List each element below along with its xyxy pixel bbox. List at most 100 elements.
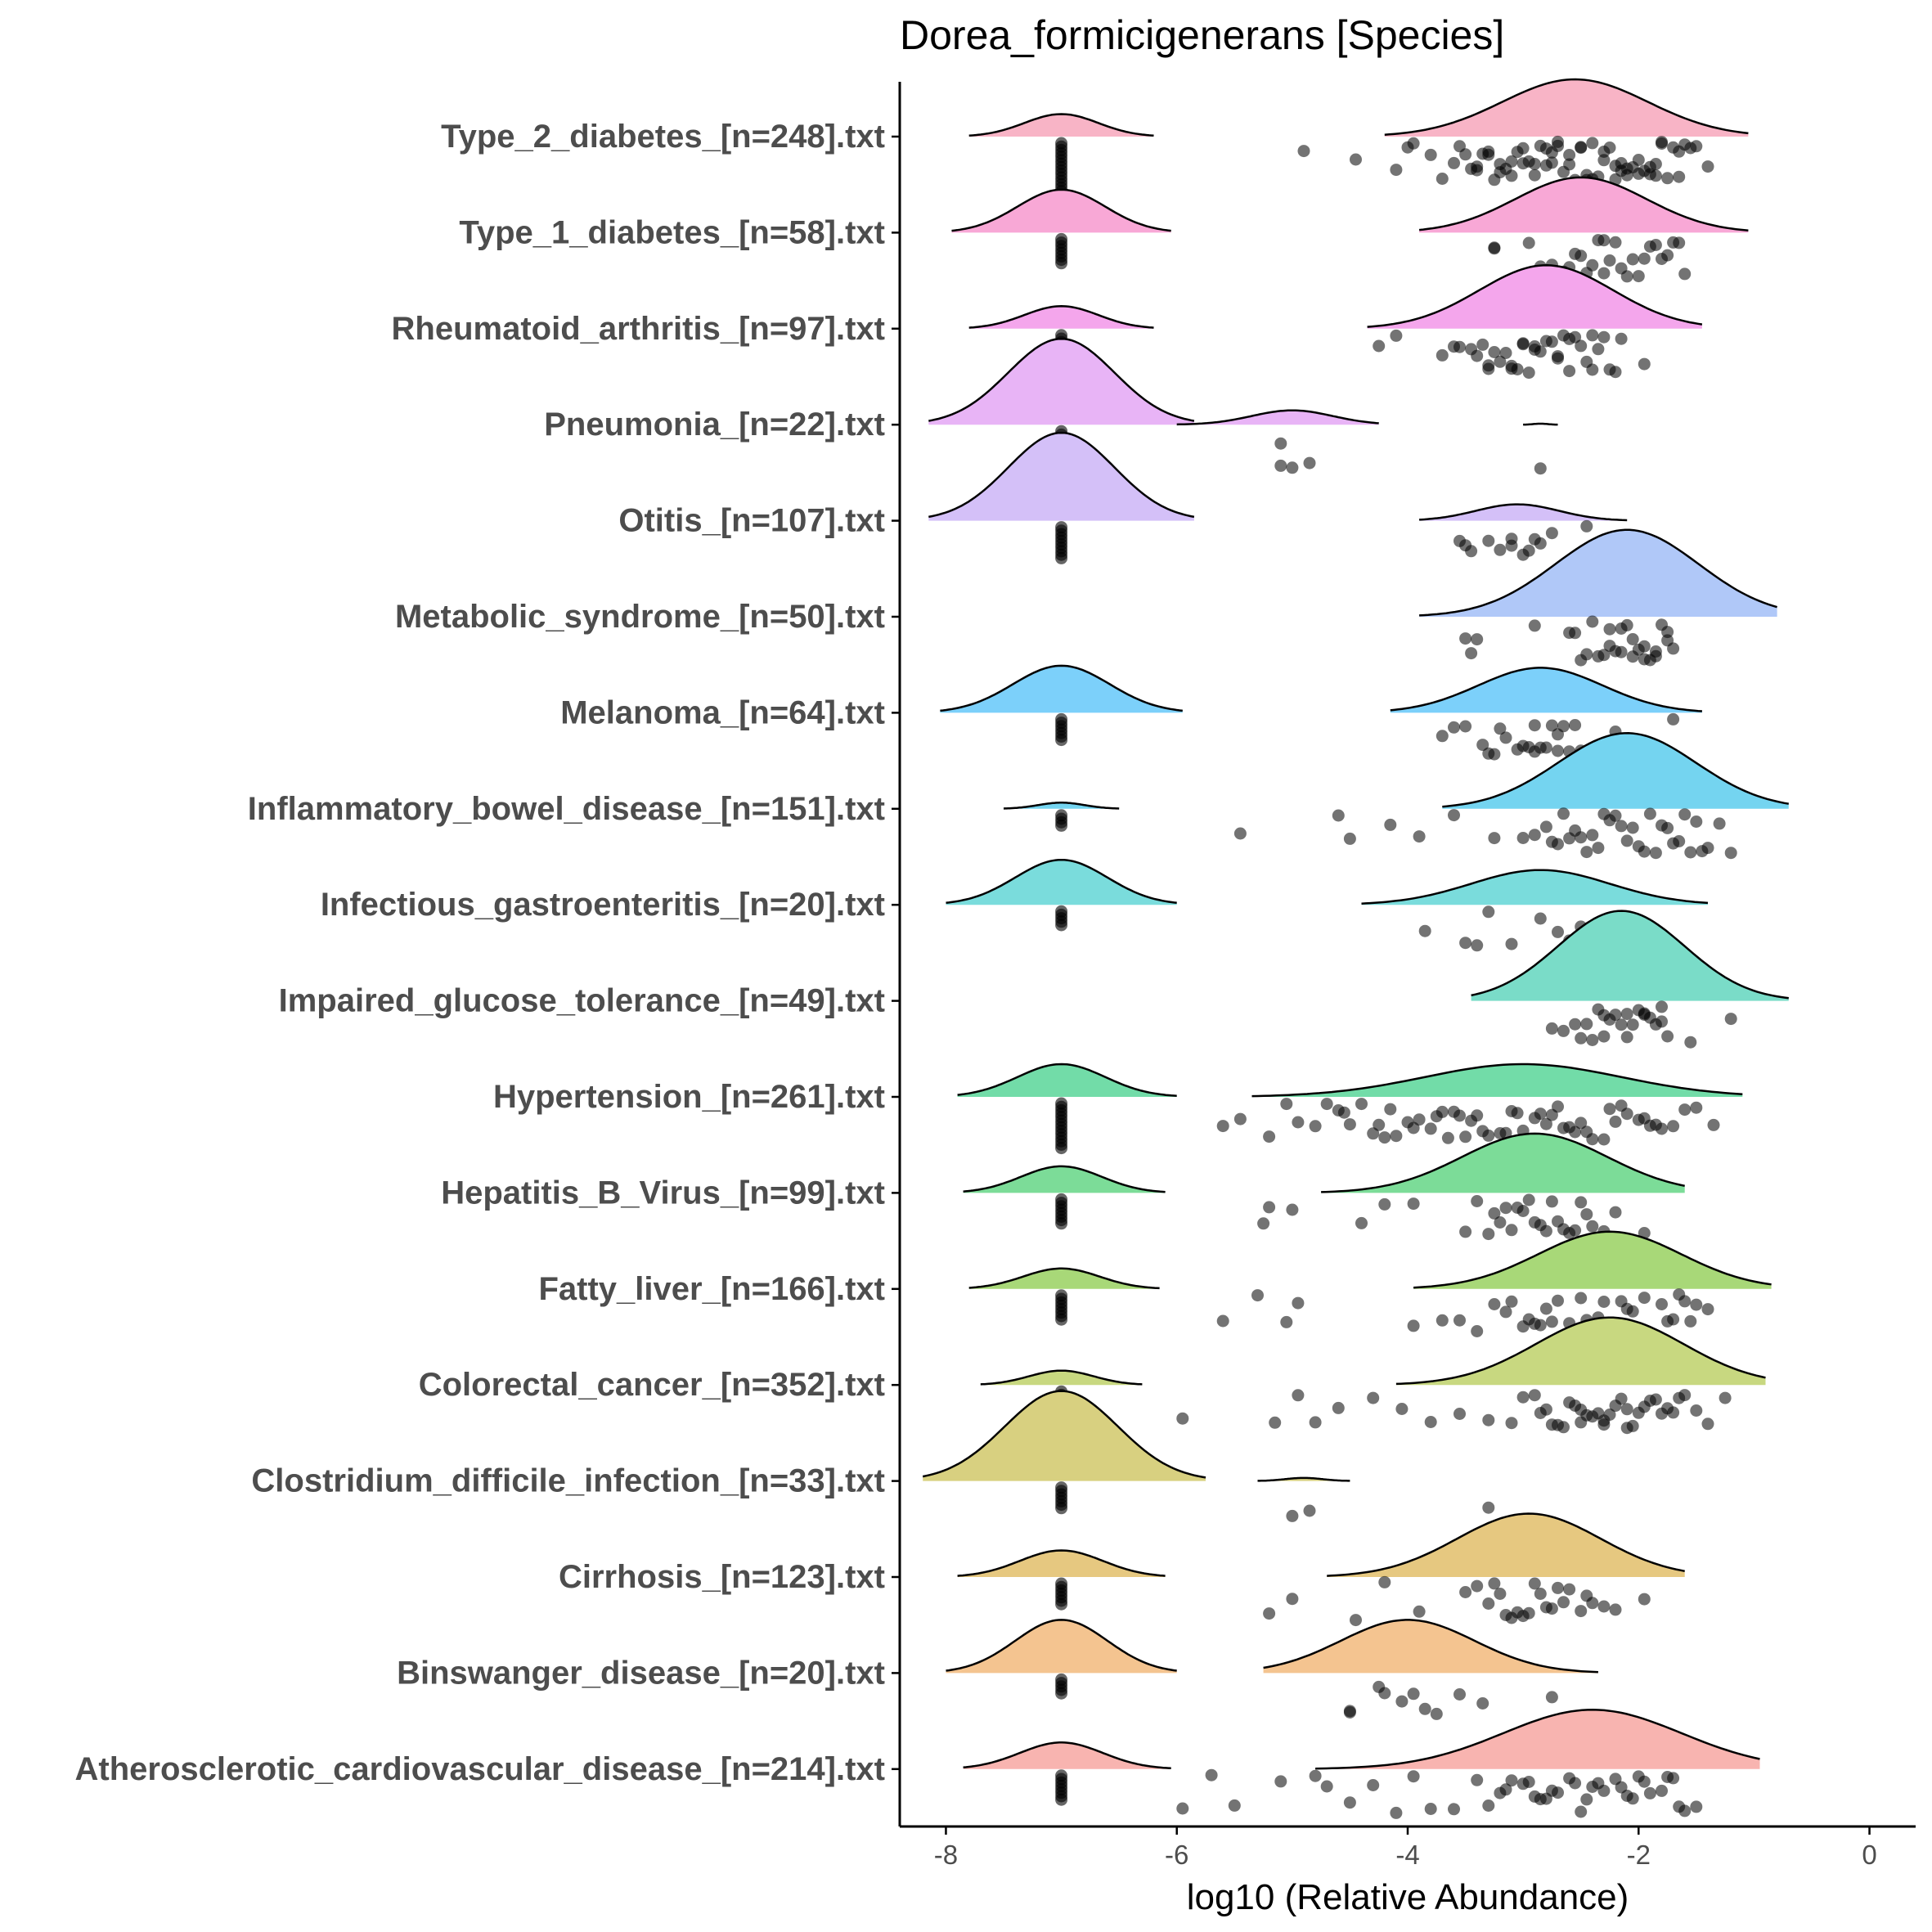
data-point bbox=[1459, 721, 1471, 733]
data-point bbox=[1229, 1799, 1241, 1812]
data-point bbox=[1534, 1319, 1547, 1332]
data-point bbox=[1413, 830, 1426, 842]
data-point bbox=[1257, 1217, 1269, 1229]
data-point bbox=[1459, 1130, 1471, 1143]
data-point bbox=[1656, 1015, 1668, 1027]
data-point bbox=[1506, 938, 1518, 950]
data-point bbox=[1310, 1416, 1322, 1428]
data-point bbox=[1367, 1779, 1379, 1791]
data-point bbox=[1673, 1800, 1685, 1813]
data-point bbox=[1471, 350, 1483, 362]
category-group bbox=[946, 1620, 1597, 1719]
data-point bbox=[1373, 1119, 1385, 1131]
data-point bbox=[1529, 745, 1541, 757]
data-point bbox=[1263, 1607, 1275, 1620]
data-point bbox=[1673, 171, 1685, 183]
data-point bbox=[1575, 1806, 1587, 1818]
data-point bbox=[1690, 1800, 1702, 1813]
data-point bbox=[1650, 645, 1662, 658]
category-label: Type_1_diabetes_[n=58].txt bbox=[459, 214, 885, 250]
category-label: Pneumonia_[n=22].txt bbox=[544, 407, 885, 443]
data-point bbox=[1575, 1292, 1587, 1305]
data-point bbox=[1610, 1603, 1622, 1615]
data-point bbox=[1592, 842, 1604, 854]
data-point bbox=[1419, 925, 1431, 937]
data-point bbox=[1286, 1204, 1298, 1216]
data-point bbox=[1684, 1036, 1696, 1049]
data-point bbox=[1471, 633, 1483, 645]
data-point bbox=[1633, 270, 1645, 282]
category-label: Fatty_liver_[n=166].txt bbox=[538, 1271, 885, 1307]
data-point bbox=[1448, 157, 1460, 169]
data-point bbox=[1575, 141, 1587, 153]
data-point bbox=[1661, 822, 1674, 834]
data-point bbox=[1338, 1107, 1350, 1119]
data-point bbox=[1529, 619, 1541, 631]
density-fill bbox=[1396, 1318, 1766, 1386]
data-point bbox=[1667, 713, 1679, 726]
data-point bbox=[1350, 154, 1362, 166]
density-fill bbox=[1362, 870, 1709, 905]
data-point bbox=[1350, 1614, 1362, 1626]
category-group bbox=[952, 177, 1749, 283]
data-point bbox=[1563, 365, 1575, 377]
data-point bbox=[1482, 1502, 1494, 1514]
data-point bbox=[1546, 1109, 1558, 1121]
density-fill bbox=[928, 339, 1194, 425]
data-point bbox=[1459, 1586, 1471, 1598]
data-point bbox=[1673, 1392, 1685, 1404]
data-point bbox=[1633, 154, 1645, 166]
data-point bbox=[1471, 939, 1483, 951]
data-point bbox=[1569, 1018, 1581, 1031]
x-axis: -8 -6 -4 -2 0 bbox=[934, 1826, 1877, 1870]
data-point bbox=[1442, 1132, 1454, 1144]
data-point bbox=[1251, 1289, 1264, 1301]
category-label: Metabolic_syndrome_[n=50].txt bbox=[395, 599, 885, 635]
data-point bbox=[1552, 1295, 1564, 1307]
data-point bbox=[1638, 1292, 1651, 1304]
data-point bbox=[1453, 1408, 1466, 1420]
density-fill bbox=[1264, 1620, 1598, 1673]
density-fill bbox=[1327, 1514, 1685, 1578]
data-point bbox=[1690, 140, 1702, 152]
data-point bbox=[1557, 807, 1570, 820]
data-point bbox=[1453, 1688, 1466, 1701]
x-tick-label: -4 bbox=[1395, 1840, 1419, 1870]
data-point bbox=[1263, 1201, 1275, 1213]
data-point bbox=[1575, 249, 1587, 262]
x-tick-label: 0 bbox=[1862, 1840, 1876, 1870]
data-point bbox=[1552, 1582, 1564, 1594]
data-point bbox=[1534, 1219, 1547, 1231]
data-point bbox=[1459, 937, 1471, 949]
data-point bbox=[1627, 1305, 1639, 1318]
data-point bbox=[1546, 1691, 1558, 1703]
data-point bbox=[1517, 157, 1530, 169]
data-point bbox=[1488, 1207, 1500, 1220]
data-point bbox=[1512, 1107, 1524, 1119]
data-point bbox=[1476, 339, 1489, 351]
data-point bbox=[1292, 1297, 1304, 1310]
data-point bbox=[1367, 1392, 1379, 1404]
data-point bbox=[1234, 1113, 1247, 1126]
data-point bbox=[1592, 1777, 1604, 1790]
data-point bbox=[1650, 1394, 1662, 1406]
data-point bbox=[1546, 1418, 1558, 1431]
data-point bbox=[1431, 1110, 1443, 1122]
data-point bbox=[1690, 1102, 1702, 1114]
data-point bbox=[1546, 1602, 1558, 1615]
data-point bbox=[1580, 520, 1593, 532]
data-point bbox=[1408, 1687, 1420, 1700]
category-group bbox=[969, 79, 1749, 197]
density-fill bbox=[964, 1166, 1166, 1193]
data-point bbox=[1523, 1607, 1535, 1620]
data-point bbox=[1552, 745, 1564, 757]
zero-point bbox=[1055, 1794, 1067, 1806]
category-group bbox=[923, 1391, 1494, 1522]
data-point bbox=[1298, 145, 1310, 157]
data-point bbox=[1321, 1098, 1333, 1110]
data-point bbox=[1627, 633, 1639, 645]
data-point bbox=[1586, 616, 1598, 628]
data-point bbox=[1523, 1194, 1535, 1206]
data-point bbox=[1627, 822, 1639, 834]
data-point bbox=[1408, 137, 1420, 150]
